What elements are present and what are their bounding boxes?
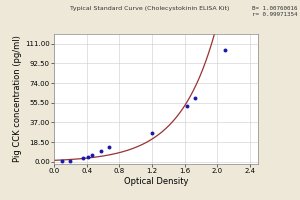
Point: [193, 96, 198, 100]
Point: [184, 105, 189, 108]
X-axis label: Optical Density: Optical Density: [124, 177, 188, 186]
Point: [80, 157, 85, 160]
Point: [106, 146, 111, 149]
Text: Typical Standard Curve (Cholecystokinin ELISA Kit): Typical Standard Curve (Cholecystokinin …: [70, 6, 230, 11]
Point: [86, 155, 91, 158]
Point: [68, 159, 73, 162]
Point: [90, 153, 95, 157]
Text: B= 1.00760016
r= 0.99971354: B= 1.00760016 r= 0.99971354: [251, 6, 297, 17]
Point: [98, 149, 103, 152]
Point: [60, 160, 64, 163]
Point: [149, 131, 154, 135]
Point: [223, 48, 228, 52]
Y-axis label: Pig CCK concentration (pg/ml): Pig CCK concentration (pg/ml): [13, 36, 22, 162]
